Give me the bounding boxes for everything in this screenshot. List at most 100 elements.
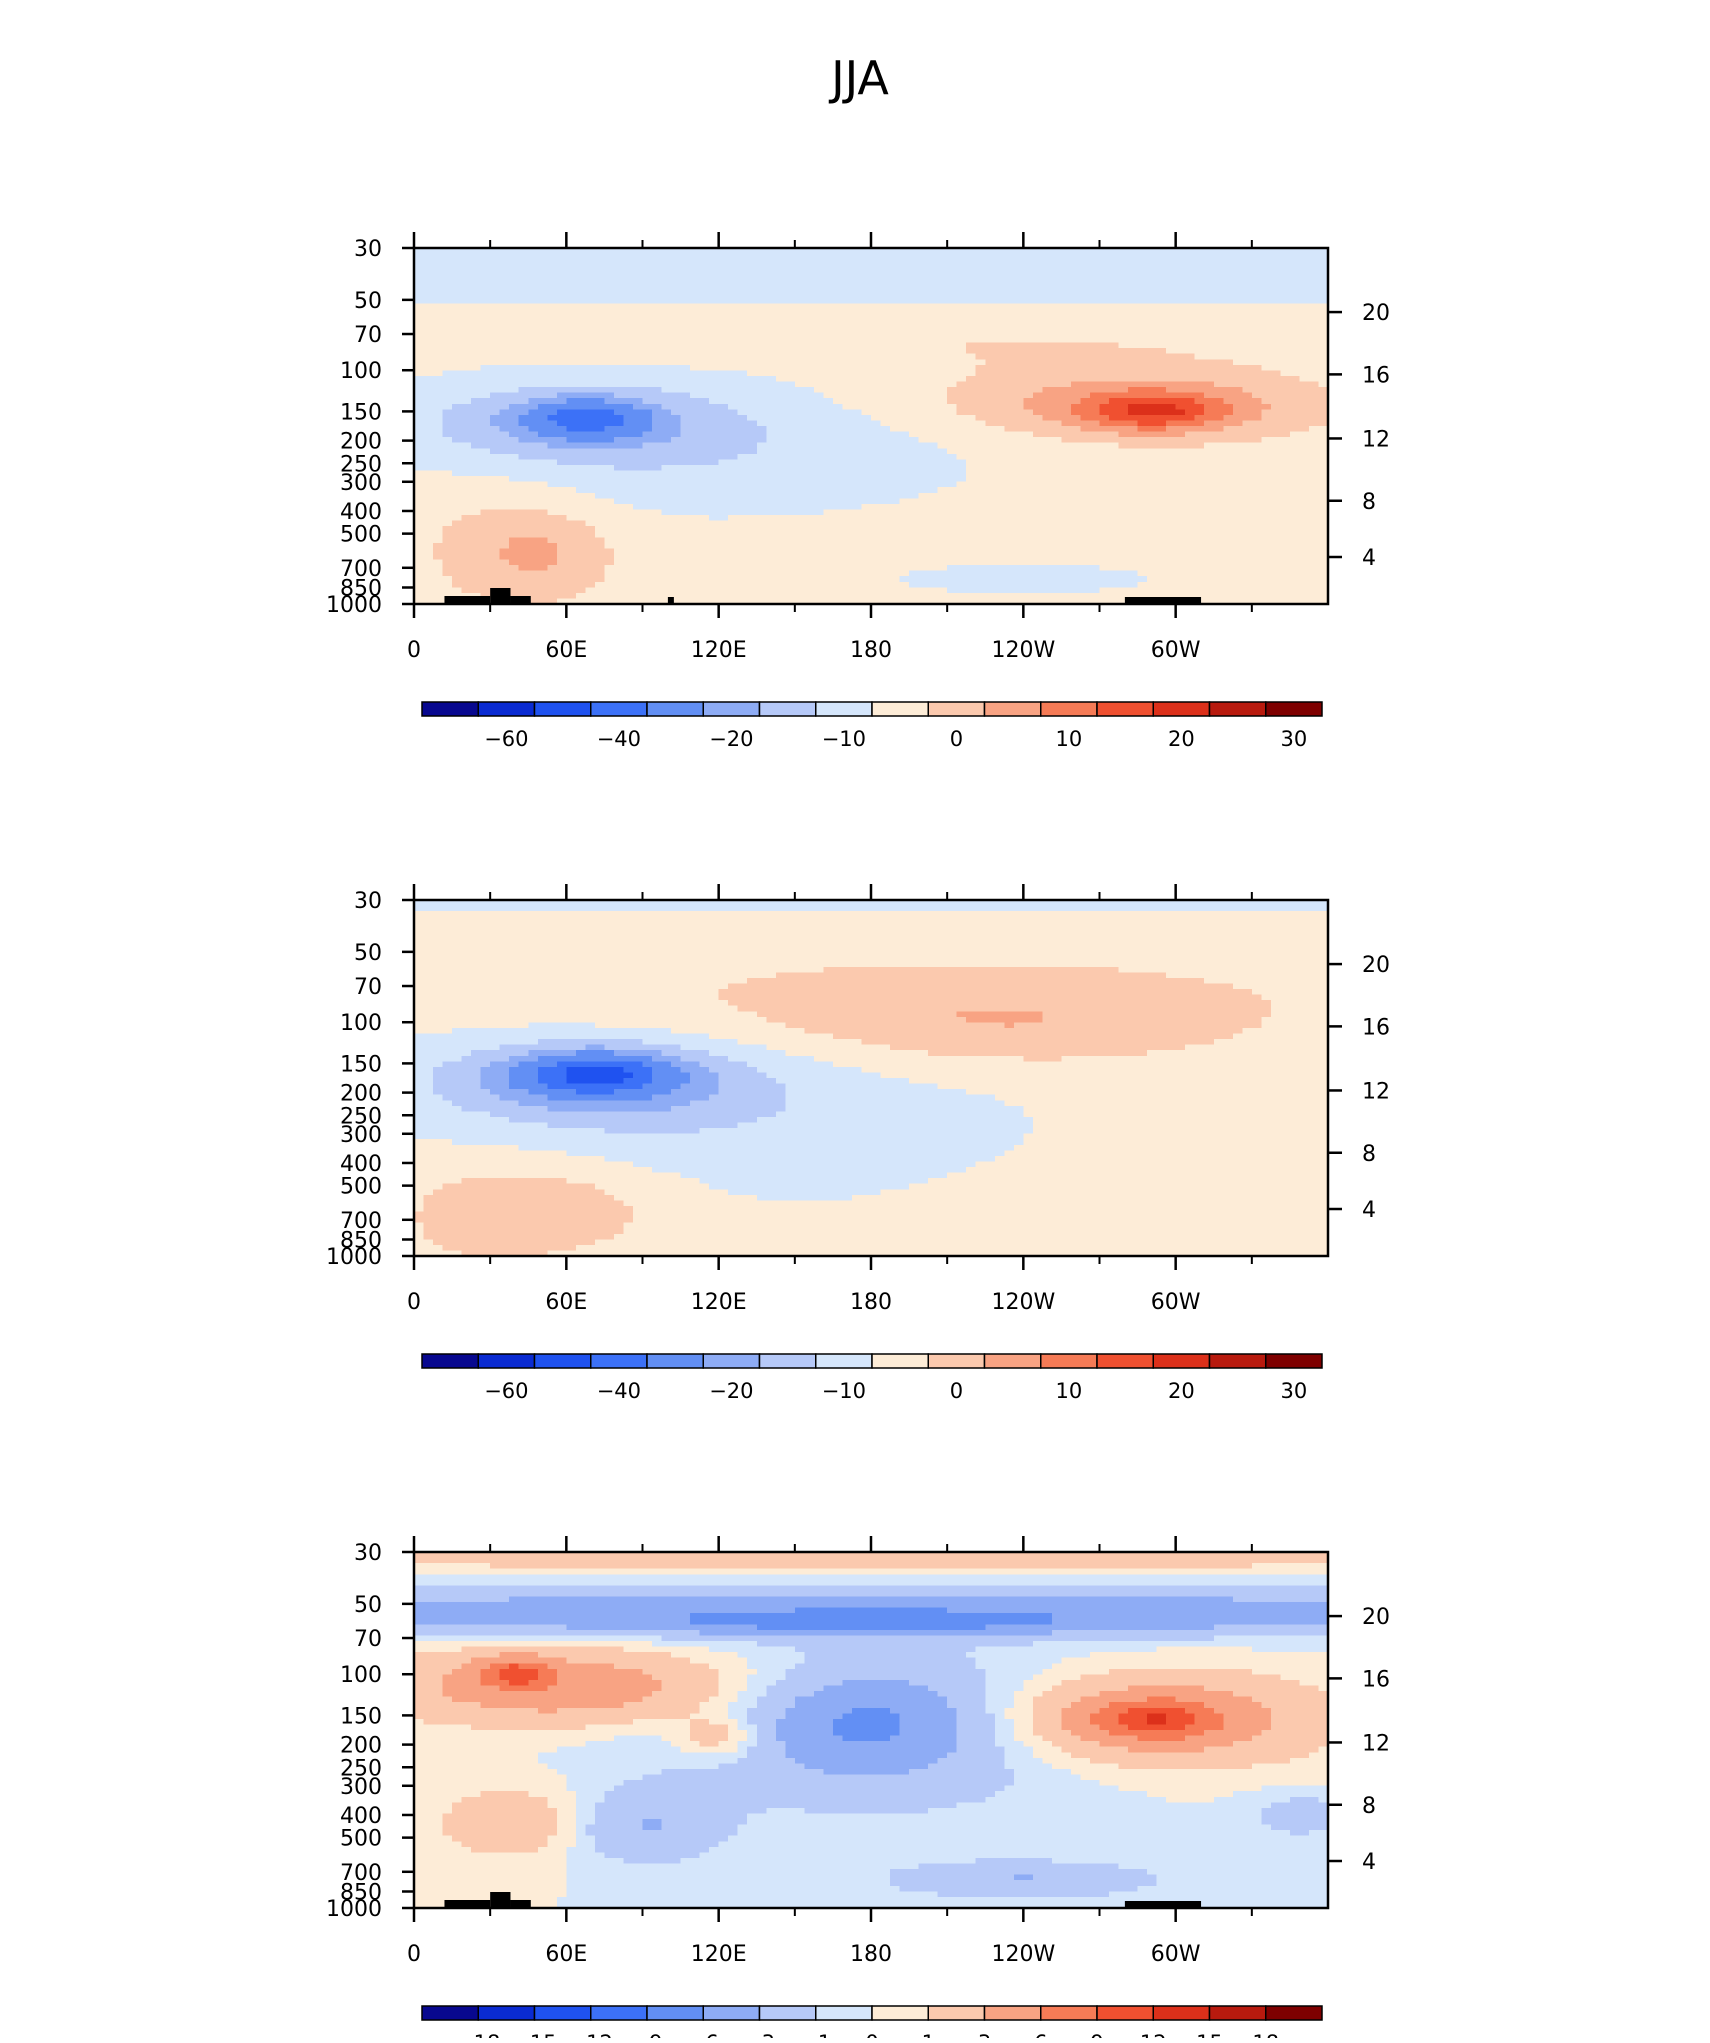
contour-cell: [547, 293, 557, 299]
contour-cell: [919, 298, 929, 304]
contour-cell: [1195, 398, 1205, 404]
contour-cell: [547, 393, 557, 399]
contour-cell: [471, 281, 481, 287]
contour-cell: [681, 482, 691, 488]
contour-cell: [1223, 276, 1233, 282]
contour-cell: [928, 376, 938, 382]
contour-cell: [443, 387, 453, 393]
contour-cell: [909, 454, 919, 460]
contour-cell: [909, 498, 919, 504]
contour-cell: [890, 354, 900, 360]
contour-cell: [500, 309, 510, 315]
contour-cell: [900, 465, 910, 471]
contour-cell: [1252, 376, 1262, 382]
contour-cell: [766, 365, 776, 371]
contour-cell: [1242, 254, 1252, 260]
contour-cell: [1052, 398, 1062, 404]
contour-cell: [652, 370, 662, 376]
contour-cell: [1042, 298, 1052, 304]
contour-cell: [643, 482, 653, 488]
contour-cell: [795, 309, 805, 315]
contour-cell: [747, 409, 757, 415]
contour-cell: [1128, 504, 1138, 510]
contour-cell: [776, 409, 786, 415]
contour-cell: [1233, 343, 1243, 349]
contour-cell: [814, 315, 824, 321]
contour-cell: [547, 276, 557, 282]
contour-cell: [576, 443, 586, 449]
contour-cell: [681, 459, 691, 465]
contour-cell: [1204, 387, 1214, 393]
contour-cell: [985, 281, 995, 287]
contour-cell: [652, 448, 662, 454]
contour-cell: [1261, 498, 1271, 504]
contour-cell: [804, 382, 814, 388]
contour-cell: [1128, 532, 1138, 538]
contour-cell: [900, 293, 910, 299]
contour-cell: [1100, 493, 1110, 499]
contour-cell: [738, 509, 748, 515]
contour-cell: [1185, 387, 1195, 393]
contour-cell: [623, 298, 633, 304]
contour-cell: [509, 465, 519, 471]
contour-cell: [576, 387, 586, 393]
contour-cell: [576, 498, 586, 504]
contour-cell: [614, 376, 624, 382]
contour-cell: [1119, 281, 1129, 287]
contour-cell: [1195, 437, 1205, 443]
contour-cell: [814, 259, 824, 265]
contour-cell: [757, 320, 767, 326]
contour-cell: [776, 304, 786, 310]
contour-cell: [823, 482, 833, 488]
contour-cell: [976, 454, 986, 460]
contour-cell: [785, 331, 795, 337]
contour-cell: [890, 337, 900, 343]
contour-cell: [1166, 254, 1176, 260]
contour-cell: [881, 465, 891, 471]
contour-cell: [833, 337, 843, 343]
contour-cell: [1119, 420, 1129, 426]
contour-cell: [681, 498, 691, 504]
contour-cell: [1157, 304, 1167, 310]
contour-cell: [1080, 426, 1090, 432]
contour-cell: [1233, 359, 1243, 365]
contour-cell: [585, 454, 595, 460]
contour-cell: [1204, 471, 1214, 477]
contour-cell: [614, 298, 624, 304]
contour-cell: [623, 315, 633, 321]
contour-cell: [557, 354, 567, 360]
contour-cell: [652, 471, 662, 477]
contour-cell: [1014, 337, 1024, 343]
contour-cell: [652, 320, 662, 326]
contour-cell: [595, 409, 605, 415]
contour-cell: [1299, 382, 1309, 388]
contour-cell: [1080, 309, 1090, 315]
contour-cell: [1014, 326, 1024, 332]
contour-cell: [728, 443, 738, 449]
contour-cell: [519, 270, 529, 276]
contour-cell: [814, 281, 824, 287]
contour-cell: [1242, 376, 1252, 382]
contour-cell: [690, 359, 700, 365]
contour-cell: [576, 521, 586, 527]
contour-cell: [995, 448, 1005, 454]
contour-cell: [500, 426, 510, 432]
contour-cell: [1119, 509, 1129, 515]
contour-cell: [500, 459, 510, 465]
contour-cell: [1119, 382, 1129, 388]
contour-cell: [804, 415, 814, 421]
contour-cell: [1280, 448, 1290, 454]
contour-cell: [1242, 465, 1252, 471]
contour-cell: [1061, 304, 1071, 310]
contour-cell: [861, 387, 871, 393]
contour-cell: [1185, 398, 1195, 404]
contour-cell: [985, 365, 995, 371]
contour-cell: [1176, 454, 1186, 460]
contour-cell: [452, 437, 462, 443]
contour-cell: [738, 415, 748, 421]
contour-cell: [1109, 298, 1119, 304]
contour-cell: [919, 365, 929, 371]
contour-cell: [538, 471, 548, 477]
contour-cell: [1299, 287, 1309, 293]
contour-cell: [1014, 343, 1024, 349]
